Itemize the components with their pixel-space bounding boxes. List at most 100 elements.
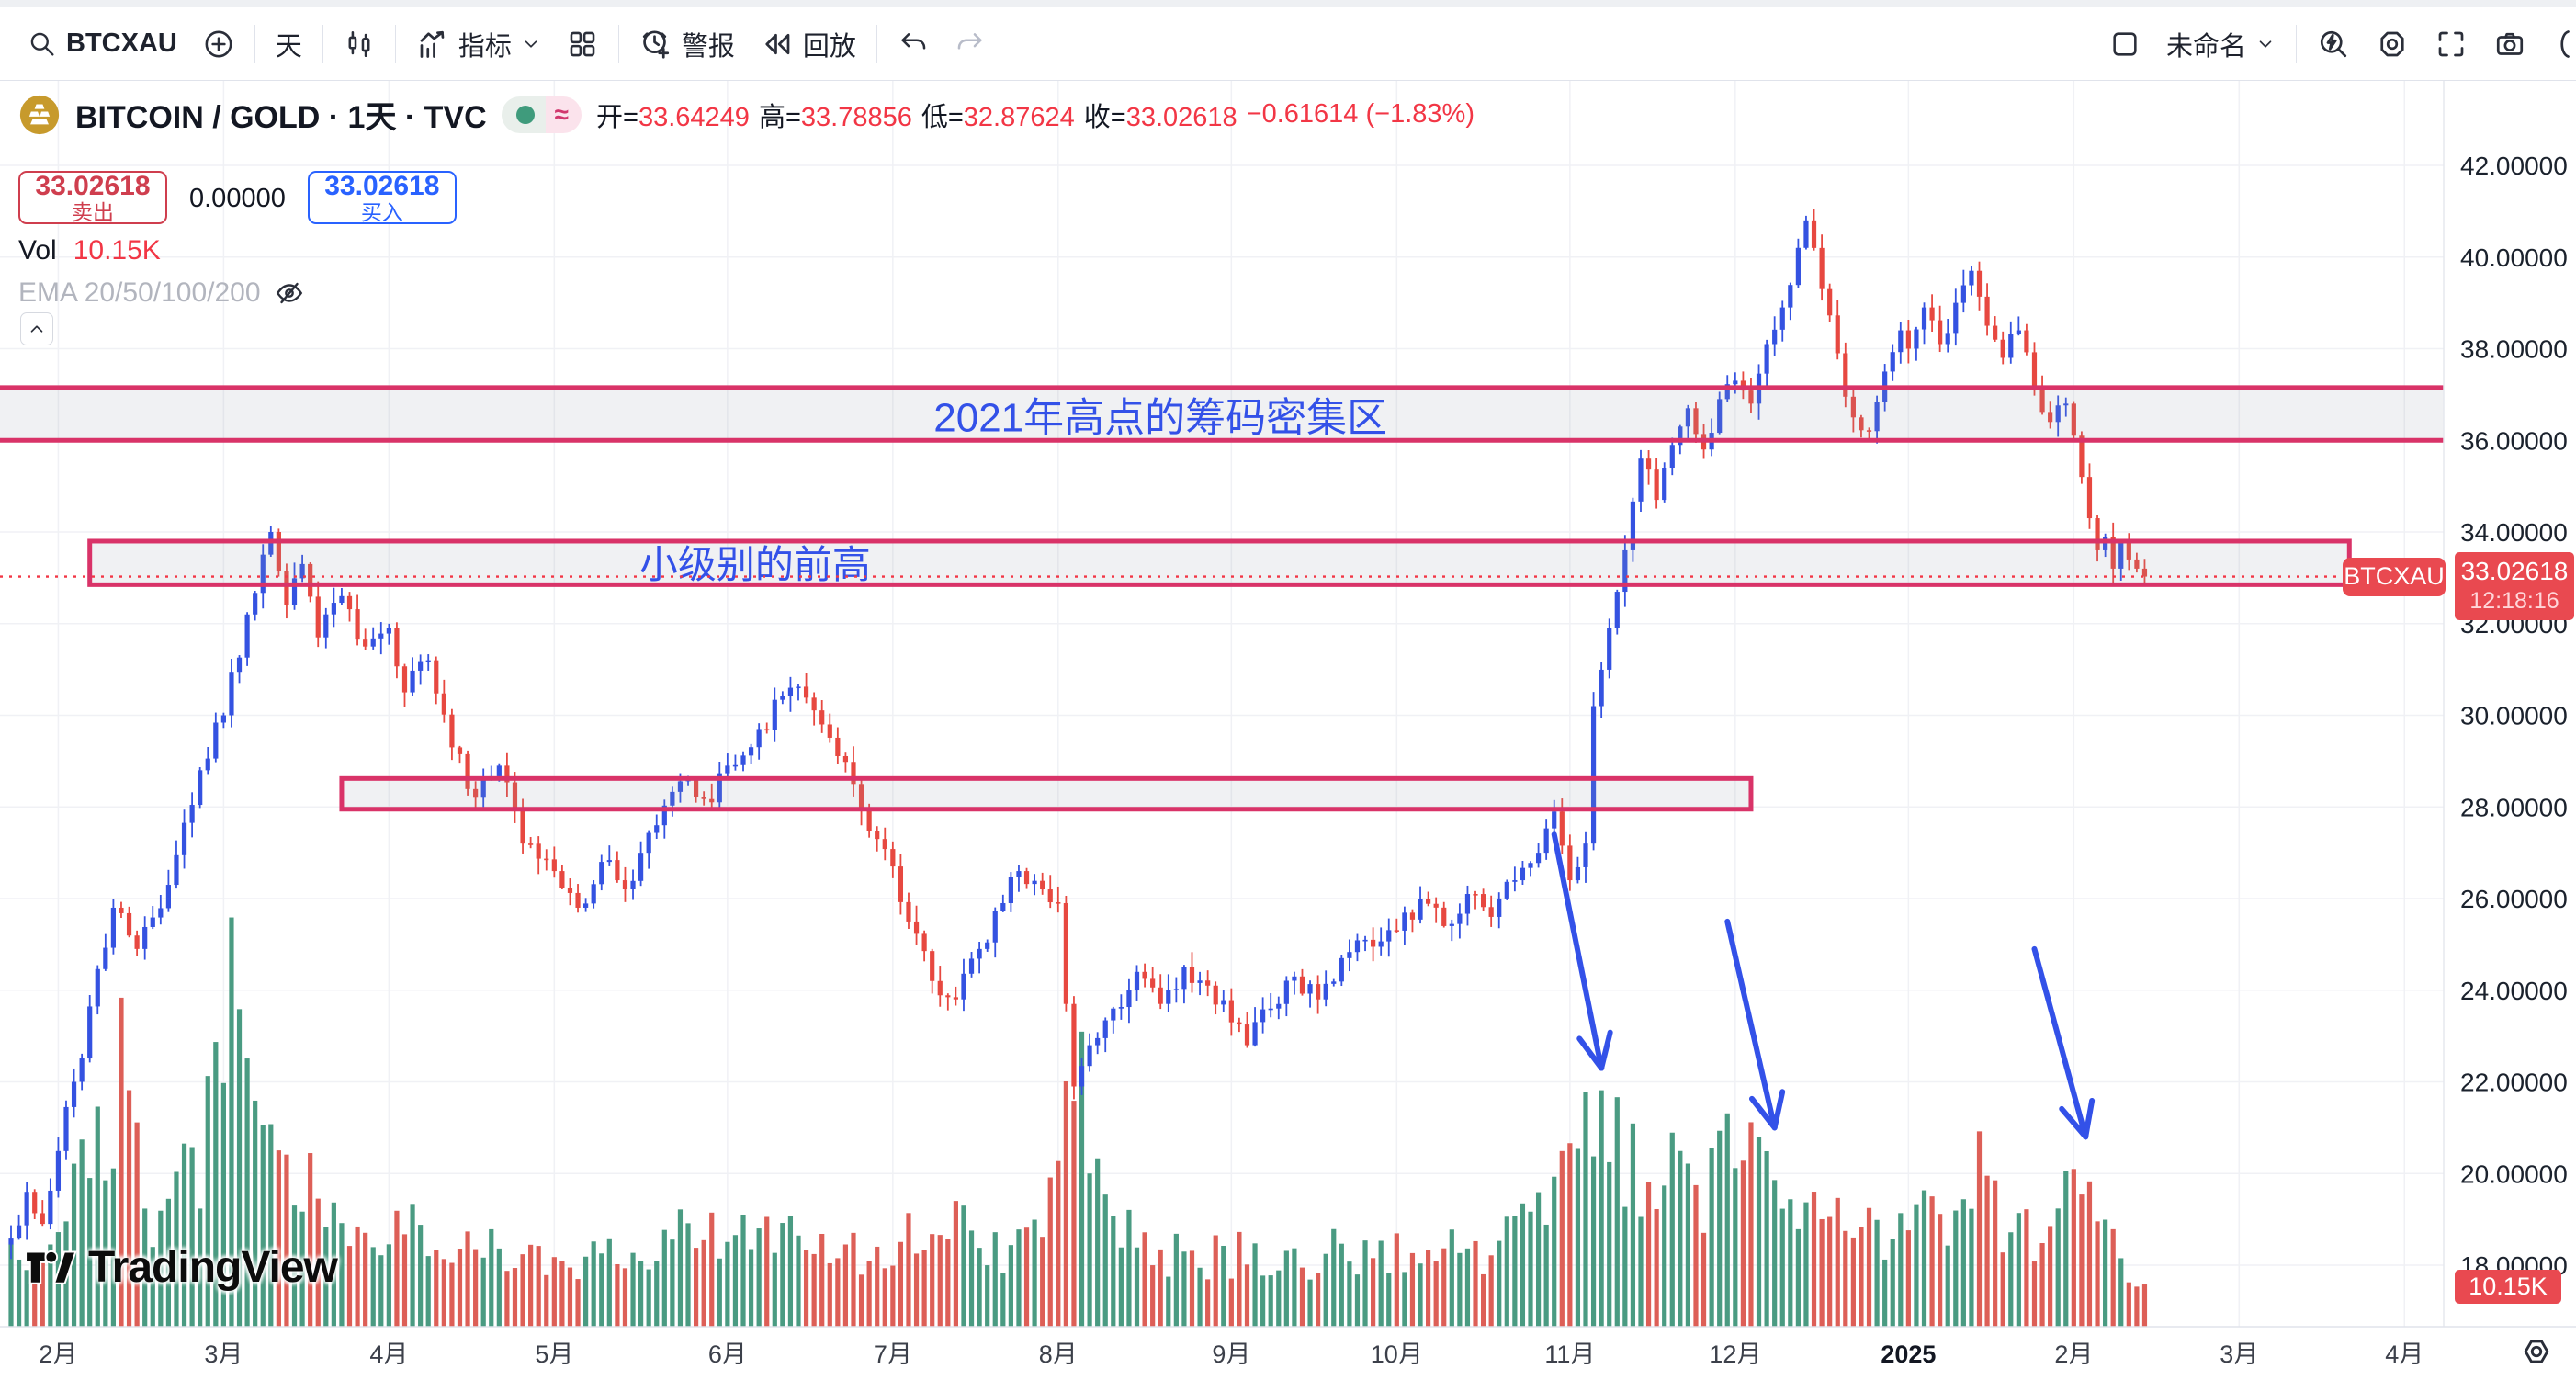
candle bbox=[1307, 984, 1313, 994]
screenshot-button[interactable] bbox=[2480, 20, 2539, 68]
candle bbox=[1323, 983, 1328, 1000]
fullscreen-button[interactable] bbox=[2422, 20, 2480, 68]
candle bbox=[1409, 912, 1416, 920]
candle bbox=[1347, 952, 1352, 958]
interval-button[interactable]: 天 bbox=[263, 17, 315, 71]
volume-bar bbox=[1740, 1160, 1746, 1327]
down-arrow-3[interactable] bbox=[2031, 945, 2096, 1140]
redo-button[interactable] bbox=[942, 21, 999, 67]
volume-bar bbox=[1386, 1273, 1392, 1327]
volume-bar bbox=[906, 1213, 911, 1327]
volume-bar bbox=[875, 1246, 880, 1327]
volume-bar bbox=[1953, 1210, 1959, 1327]
volume-bar bbox=[985, 1265, 990, 1327]
candle bbox=[1993, 325, 1998, 340]
down-arrow-2[interactable] bbox=[1724, 918, 1786, 1131]
volume-bar bbox=[2016, 1213, 2021, 1327]
quick-search-button[interactable] bbox=[2304, 20, 2363, 68]
volume-bar bbox=[1693, 1184, 1699, 1327]
volume-bar bbox=[1000, 1273, 1006, 1327]
eye-off-icon[interactable] bbox=[274, 277, 305, 309]
more-button-clipped[interactable] bbox=[2539, 20, 2570, 68]
symbol-title[interactable]: BITCOIN / GOLD · 1天 · TVC bbox=[75, 100, 487, 135]
grid-layout-button[interactable] bbox=[554, 21, 611, 67]
candle bbox=[346, 595, 353, 610]
candle bbox=[890, 849, 896, 867]
chevron-up-icon bbox=[30, 325, 43, 333]
annotation-text-band[interactable]: 2021年高点的筹码密集区 bbox=[933, 395, 1387, 440]
volume-axis-tag: 10.15K bbox=[2455, 1270, 2561, 1304]
indicators-button[interactable]: 指标 bbox=[403, 17, 554, 71]
volume-bar bbox=[512, 1268, 518, 1327]
volume-bar bbox=[363, 1232, 368, 1327]
symbol-search-button[interactable]: BTCXAU bbox=[15, 21, 190, 66]
market-status-pill[interactable]: ≈ bbox=[501, 96, 582, 133]
volume-bar bbox=[961, 1205, 966, 1327]
volume-bar bbox=[1709, 1148, 1714, 1327]
candle bbox=[2086, 477, 2093, 519]
candle bbox=[55, 1150, 62, 1191]
volume-bar bbox=[441, 1259, 446, 1327]
time-tick-label: 7月 bbox=[874, 1340, 912, 1368]
undo-button[interactable] bbox=[885, 21, 942, 67]
candle bbox=[551, 859, 557, 872]
volume-bar bbox=[1575, 1148, 1581, 1327]
volume-bar bbox=[1559, 1150, 1565, 1327]
layout-select-button[interactable] bbox=[2096, 21, 2153, 67]
add-symbol-button[interactable] bbox=[190, 21, 247, 67]
volume-bar bbox=[1543, 1224, 1549, 1327]
time-tick-label: 2月 bbox=[39, 1340, 77, 1368]
candle bbox=[410, 670, 415, 693]
down-arrow-1[interactable] bbox=[1551, 831, 1613, 1071]
volume-bar bbox=[308, 1153, 313, 1327]
high-value: 33.78856 bbox=[800, 102, 912, 132]
spread-value: 0.00000 bbox=[189, 184, 286, 213]
volume-bar bbox=[378, 1255, 384, 1327]
candle bbox=[1803, 220, 1809, 248]
collapse-legend-button[interactable] bbox=[20, 312, 53, 345]
volume-bar bbox=[386, 1244, 391, 1327]
ema-legend[interactable]: EMA 20/50/100/200 bbox=[18, 277, 305, 309]
chart-style-button[interactable] bbox=[331, 21, 388, 67]
volume-bar bbox=[1882, 1259, 1888, 1327]
alert-button[interactable]: 警报 bbox=[627, 17, 748, 71]
candle bbox=[1638, 458, 1644, 502]
candle bbox=[512, 782, 518, 808]
volume-bar bbox=[504, 1271, 510, 1327]
candle bbox=[1819, 247, 1825, 289]
replay-button[interactable]: 回放 bbox=[748, 17, 869, 71]
volume-bar bbox=[756, 1228, 762, 1327]
volume-bar bbox=[1228, 1278, 1234, 1327]
undo-icon bbox=[901, 32, 926, 50]
buy-button[interactable]: 33.02618 买入 bbox=[307, 171, 457, 224]
candle bbox=[937, 980, 943, 996]
candle bbox=[2134, 559, 2140, 569]
price-tick-label: 28.00000 bbox=[2460, 793, 2568, 821]
candle bbox=[842, 755, 849, 763]
volume-bar bbox=[811, 1253, 817, 1327]
settings-button[interactable] bbox=[2363, 20, 2422, 68]
volume-bar bbox=[1354, 1274, 1361, 1327]
volume-bar bbox=[1409, 1252, 1416, 1327]
volume-bar bbox=[1914, 1204, 1919, 1327]
candle bbox=[1480, 894, 1486, 908]
sell-button[interactable]: 33.02618 卖出 bbox=[18, 171, 167, 224]
annotation-text-box-prior-high[interactable]: 小级别的前高 bbox=[639, 543, 871, 586]
trade-panel: 33.02618 卖出 0.00000 33.02618 买入 bbox=[18, 171, 457, 224]
volume-bar bbox=[2095, 1221, 2100, 1327]
axis-settings-button[interactable] bbox=[2519, 1334, 2554, 1374]
volume-bar bbox=[835, 1258, 841, 1327]
candle bbox=[2118, 540, 2124, 569]
volume-bar bbox=[198, 1208, 203, 1327]
volume-legend[interactable]: Vol 10.15K bbox=[18, 235, 161, 266]
candle bbox=[1960, 285, 1966, 303]
layout-name-button[interactable]: 未命名 bbox=[2153, 17, 2288, 71]
candle bbox=[780, 696, 785, 700]
volume-bar bbox=[898, 1241, 904, 1327]
candle bbox=[260, 554, 266, 594]
volume-bar bbox=[119, 997, 124, 1327]
axes-layer[interactable]: 42.00000 40.00000 38.00000 36.00000 34.00000… bbox=[0, 81, 2576, 1368]
candle bbox=[2063, 403, 2069, 406]
